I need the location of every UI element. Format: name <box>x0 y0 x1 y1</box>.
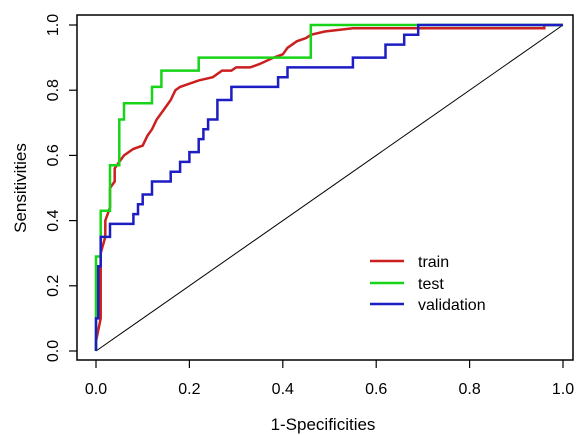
series-line-test <box>94 23 563 351</box>
y-tick-label: 0.0 <box>45 340 62 362</box>
y-tick-label: 0.2 <box>45 275 62 297</box>
y-tick-label: 0.8 <box>45 79 62 101</box>
x-tick-label: 0.6 <box>365 381 387 398</box>
legend-label-validation: validation <box>418 297 486 314</box>
x-axis: 0.0 0.2 0.4 0.6 0.8 1.0 <box>85 360 574 398</box>
series-line-validation <box>94 23 563 351</box>
y-axis: 0.0 0.2 0.4 0.6 0.8 1.0 <box>45 14 77 362</box>
legend-label-train: train <box>418 254 449 271</box>
legend: train test validation <box>370 254 486 314</box>
x-axis-title: 1-Specificities <box>271 415 376 434</box>
x-tick-label: 0.4 <box>272 381 294 398</box>
y-tick-label: 1.0 <box>45 14 62 36</box>
plot-area <box>94 23 564 352</box>
diagonal-reference-line <box>95 24 564 352</box>
y-tick-label: 0.6 <box>45 144 62 166</box>
x-tick-label: 0.0 <box>85 381 107 398</box>
x-tick-label: 0.2 <box>178 381 200 398</box>
x-tick-label: 1.0 <box>552 381 574 398</box>
legend-label-test: test <box>418 276 444 293</box>
y-axis-title: Sensitivities <box>11 143 30 233</box>
y-tick-label: 0.4 <box>45 209 62 231</box>
plot-frame <box>76 14 574 361</box>
x-tick-label: 0.8 <box>458 381 480 398</box>
